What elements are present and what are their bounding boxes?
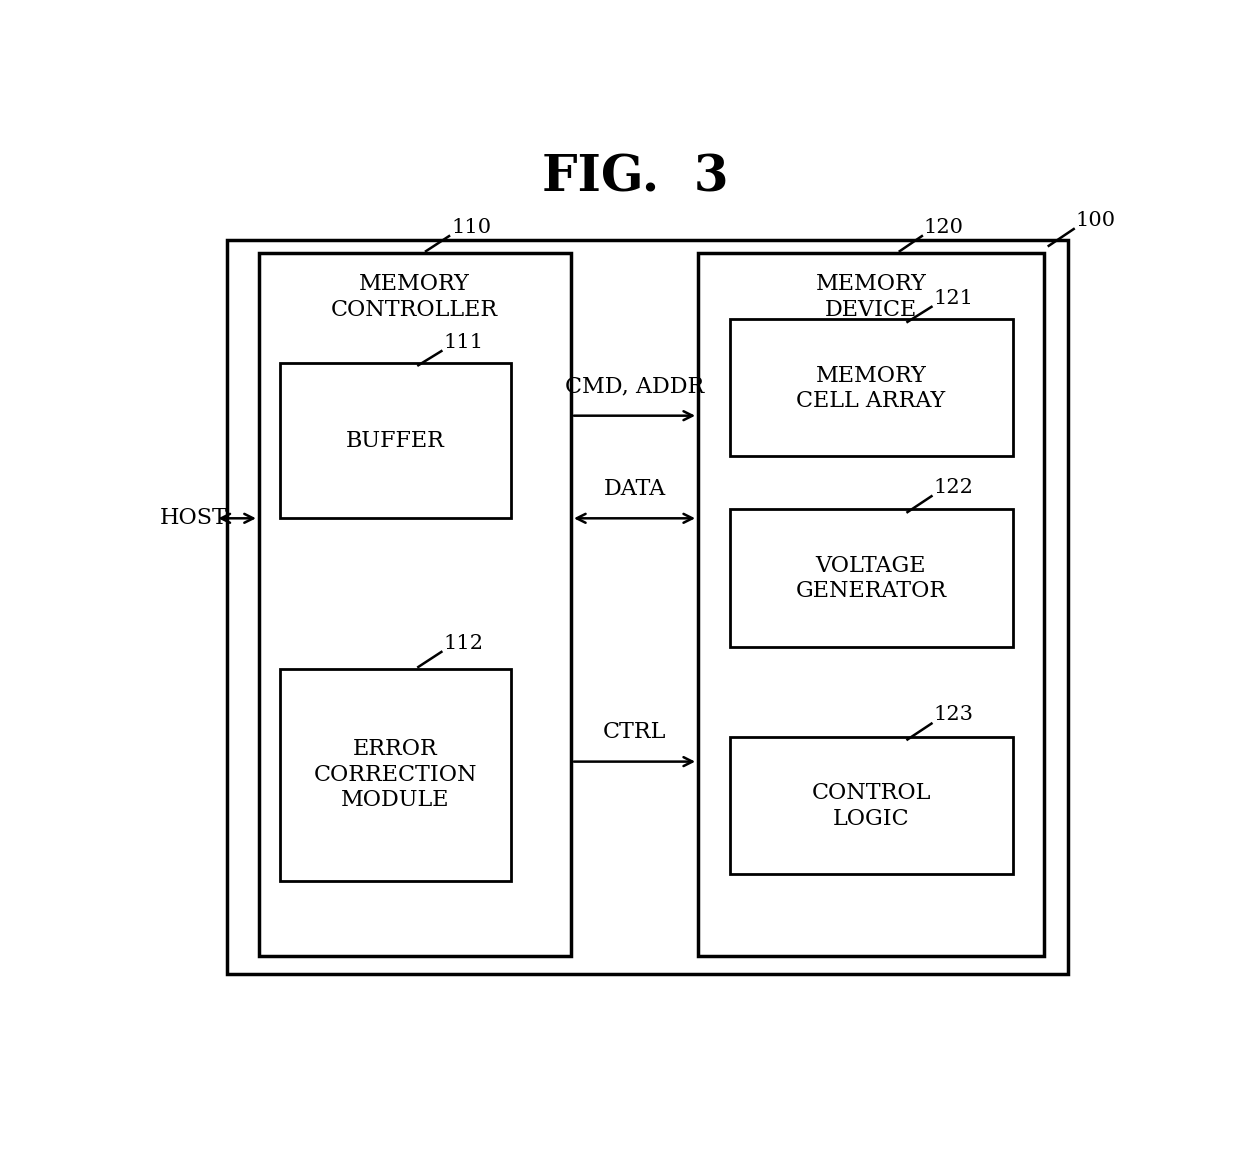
Bar xyxy=(698,253,1044,956)
Text: ERROR
CORRECTION
MODULE: ERROR CORRECTION MODULE xyxy=(314,739,477,811)
Text: VOLTAGE
GENERATOR: VOLTAGE GENERATOR xyxy=(795,555,946,602)
Text: 100: 100 xyxy=(1075,211,1116,230)
Text: MEMORY
DEVICE: MEMORY DEVICE xyxy=(816,273,926,321)
Bar xyxy=(729,737,1013,874)
Bar xyxy=(280,669,511,881)
Bar xyxy=(280,363,511,518)
Bar xyxy=(259,253,572,956)
Text: MEMORY
CONTROLLER: MEMORY CONTROLLER xyxy=(331,273,498,321)
Bar xyxy=(729,509,1013,647)
Text: MEMORY
CELL ARRAY: MEMORY CELL ARRAY xyxy=(796,364,946,412)
Text: 121: 121 xyxy=(934,288,973,308)
Text: 123: 123 xyxy=(934,705,973,725)
Text: BUFFER: BUFFER xyxy=(346,431,445,453)
Text: CTRL: CTRL xyxy=(603,722,666,743)
Text: 111: 111 xyxy=(444,333,484,352)
Text: 112: 112 xyxy=(444,634,484,653)
Text: 122: 122 xyxy=(934,478,973,498)
Bar xyxy=(227,240,1068,974)
Bar xyxy=(729,319,1013,456)
Text: DATA: DATA xyxy=(604,478,666,500)
Text: CONTROL
LOGIC: CONTROL LOGIC xyxy=(811,782,931,830)
Text: CMD, ADDR: CMD, ADDR xyxy=(565,375,704,398)
Text: 120: 120 xyxy=(924,218,963,237)
Text: FIG.  3: FIG. 3 xyxy=(542,153,729,202)
Text: 110: 110 xyxy=(451,218,491,237)
Text: HOST: HOST xyxy=(160,508,228,530)
